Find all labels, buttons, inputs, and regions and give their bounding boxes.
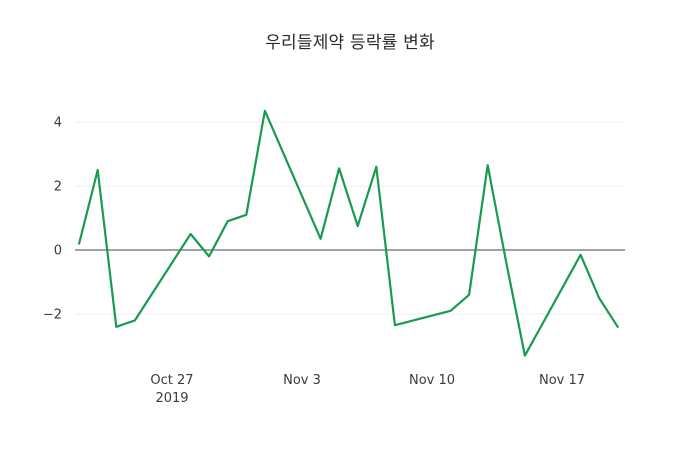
y-tick-label: −2 [43,308,62,323]
chart-title: 우리들제약 등락률 변화 [265,33,435,53]
y-tick-label: 2 [54,180,62,195]
x-tick-label: Nov 3 [283,373,321,388]
y-tick-label: 0 [54,244,62,259]
y-tick-label: 4 [54,116,62,131]
x-tick-label: Oct 27 [150,373,193,388]
x-tick-label: Nov 17 [539,373,585,388]
x-tick-year-label: 2019 [155,391,188,406]
price-change-line-series [78,109,619,357]
x-tick-label: Nov 10 [409,373,455,388]
